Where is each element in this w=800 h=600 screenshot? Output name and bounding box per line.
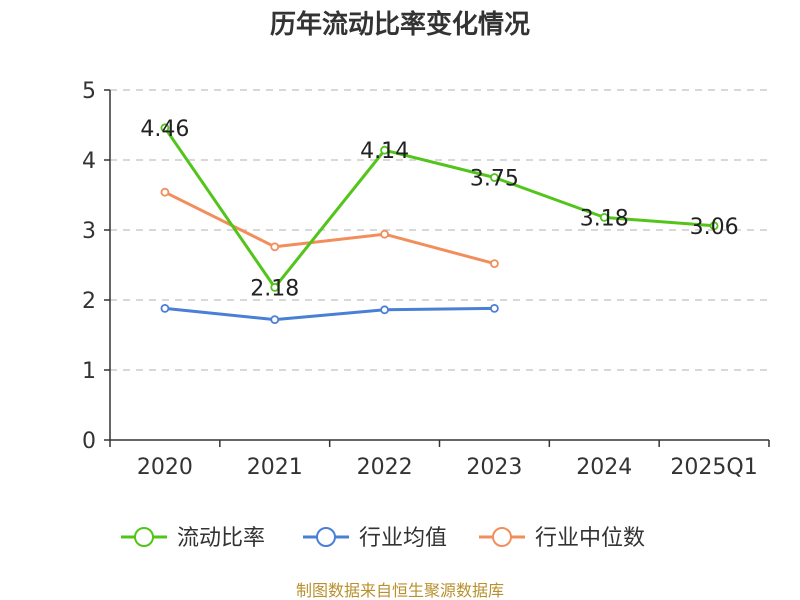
legend-marker bbox=[316, 527, 336, 547]
legend-item-2[interactable]: 行业均值 bbox=[303, 526, 447, 551]
data-point bbox=[709, 221, 719, 231]
legend-label: 流动比率 bbox=[177, 526, 265, 551]
data-point bbox=[380, 145, 389, 155]
data-point bbox=[599, 212, 609, 222]
axes: 0 1 2 3 4 5 2020 2021 2022 2023 2024 2025Q1 bbox=[82, 79, 770, 480]
legend-label: 行业均值 bbox=[359, 526, 447, 551]
y-tick-label: 2 bbox=[82, 289, 96, 314]
y-tick-label: 4 bbox=[82, 149, 96, 174]
legend[interactable]: 流动比率 行业均值 行业中位数 bbox=[121, 526, 645, 551]
grid bbox=[110, 89, 769, 371]
data-point bbox=[160, 303, 170, 313]
y-tick-label: 0 bbox=[82, 429, 96, 454]
legend-marker bbox=[134, 527, 154, 547]
data-point bbox=[490, 259, 499, 269]
data-point bbox=[270, 282, 280, 292]
data-point bbox=[160, 123, 170, 133]
data-label: 2.18 bbox=[250, 276, 299, 301]
legend-item-3[interactable]: 行业中位数 bbox=[479, 526, 645, 551]
data-label: 3.75 bbox=[470, 167, 519, 192]
series-line-2 bbox=[164, 306, 495, 322]
x-tick-label: 2020 bbox=[137, 455, 193, 480]
series bbox=[160, 123, 719, 325]
legend-marker bbox=[492, 527, 512, 547]
legend-label: 行业中位数 bbox=[535, 526, 645, 551]
data-label: 4.46 bbox=[140, 117, 189, 142]
y-tick-label: 5 bbox=[82, 79, 96, 104]
data-point bbox=[380, 229, 389, 239]
y-tick-label: 3 bbox=[82, 219, 96, 244]
data-point bbox=[490, 303, 499, 313]
data-labels: 4.46 2.18 4.14 3.75 3.18 3.06 bbox=[140, 117, 738, 302]
data-point bbox=[270, 315, 280, 325]
data-label: 4.14 bbox=[360, 139, 409, 164]
legend-item-1[interactable]: 流动比率 bbox=[121, 526, 265, 551]
data-point bbox=[490, 173, 499, 182]
data-label: 3.06 bbox=[690, 215, 739, 240]
x-tick-label: 2025Q1 bbox=[670, 455, 757, 480]
data-point bbox=[380, 305, 389, 315]
chart-title: 历年流动比率变化情况 bbox=[270, 9, 530, 40]
data-label: 3.18 bbox=[580, 206, 629, 231]
x-tick-label: 2023 bbox=[466, 455, 522, 480]
series-line-3 bbox=[164, 190, 495, 266]
series-line-1 bbox=[163, 126, 715, 289]
x-tick-label: 2024 bbox=[576, 455, 632, 480]
x-tick-label: 2022 bbox=[357, 455, 413, 480]
x-tick-label: 2021 bbox=[247, 455, 303, 480]
data-point bbox=[270, 242, 280, 252]
source-note: 制图数据来自恒生聚源数据库 bbox=[296, 581, 504, 600]
y-tick-label: 1 bbox=[82, 359, 96, 384]
data-point bbox=[160, 187, 170, 197]
